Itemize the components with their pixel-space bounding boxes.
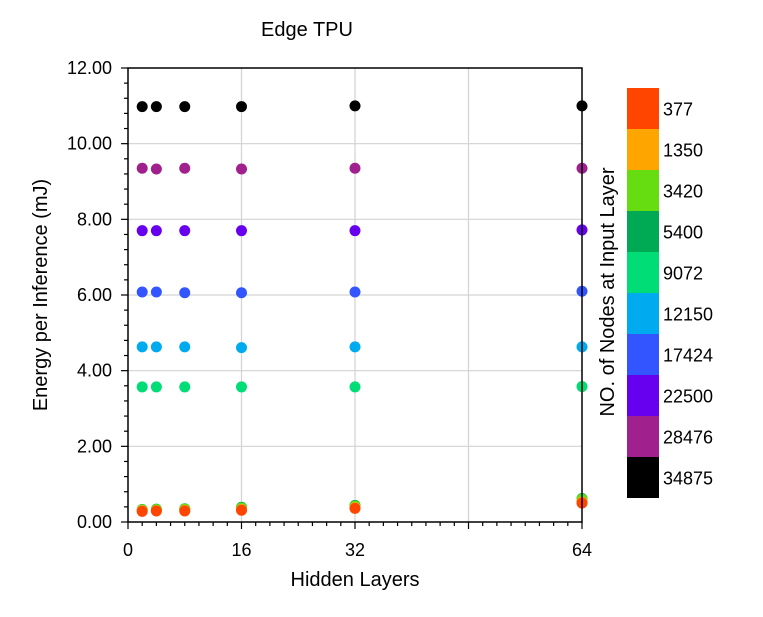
data-point-17424 — [150, 286, 162, 298]
x-tick-label: 64 — [572, 540, 592, 560]
data-point-34875 — [150, 101, 162, 113]
data-point-377 — [136, 505, 148, 517]
legend-label: 28476 — [663, 428, 713, 448]
y-tick-label: 12.00 — [67, 58, 112, 78]
y-tick-labels: 0.00 2.00 4.00 6.00 8.00 10.00 12.00 — [67, 58, 112, 532]
data-point-17424 — [349, 286, 361, 298]
data-point-28476 — [179, 162, 191, 174]
y-tick-label: 8.00 — [77, 209, 112, 229]
data-point-34875 — [236, 101, 247, 113]
data-point-377 — [150, 505, 162, 517]
data-point-377 — [349, 502, 361, 514]
legend-swatch-5400 — [627, 211, 659, 252]
legend-swatch-1350 — [627, 129, 659, 170]
colorbar-legend: 377 1350 3420 5400 9072 12150 17424 22500 28476 3… — [627, 88, 713, 498]
legend-swatch-17424 — [627, 334, 659, 375]
data-point-17424 — [136, 286, 148, 298]
x-tick-label: 32 — [345, 540, 365, 560]
data-point-12150 — [136, 341, 148, 353]
legend-swatch-9072 — [627, 252, 659, 293]
data-point-28476 — [136, 162, 148, 174]
legend-label: 34875 — [663, 469, 713, 489]
legend-label: 5400 — [663, 223, 703, 243]
x-tick-label: 0 — [123, 540, 133, 560]
data-point-28476 — [150, 163, 162, 175]
legend-label: 17424 — [663, 346, 713, 366]
data-point-28476 — [349, 162, 361, 174]
legend-label: 22500 — [663, 387, 713, 407]
chart-title: Edge TPU — [261, 19, 353, 41]
legend-label: 3420 — [663, 182, 703, 202]
data-point-22500 — [179, 225, 191, 237]
data-point-12150 — [179, 341, 191, 353]
data-point-34875 — [136, 101, 148, 113]
legend-swatch-377 — [627, 88, 659, 129]
x-tick-label: 16 — [231, 540, 251, 560]
legend-label: 1350 — [663, 141, 703, 161]
y-tick-label: 2.00 — [77, 436, 112, 456]
data-point-12150 — [150, 341, 162, 353]
data-points — [136, 100, 588, 517]
data-point-9072 — [136, 381, 148, 393]
data-point-377 — [179, 505, 191, 517]
data-point-22500 — [236, 225, 247, 237]
data-point-9072 — [179, 381, 191, 393]
legend-label: 377 — [663, 100, 693, 120]
data-point-12150 — [349, 341, 361, 353]
data-point-22500 — [150, 225, 162, 237]
data-point-9072 — [349, 381, 361, 393]
y-tick-label: 0.00 — [77, 512, 112, 532]
y-tick-label: 4.00 — [77, 361, 112, 381]
legend-swatch-12150 — [627, 293, 659, 334]
legend-label: 9072 — [663, 264, 703, 284]
legend-swatch-34875 — [627, 457, 659, 498]
data-point-34875 — [179, 101, 191, 113]
data-point-377 — [236, 504, 247, 516]
data-point-9072 — [236, 381, 247, 393]
y-tick-label: 10.00 — [67, 134, 112, 154]
legend-label: 12150 — [663, 305, 713, 325]
legend-title: NO. of Nodes at Input Layer — [597, 167, 619, 416]
data-point-17424 — [236, 287, 247, 299]
data-point-22500 — [136, 225, 148, 237]
legend-swatch-22500 — [627, 375, 659, 416]
data-point-12150 — [236, 342, 247, 354]
legend-swatch-3420 — [627, 170, 659, 211]
y-tick-label: 6.00 — [77, 285, 112, 305]
data-point-17424 — [179, 287, 191, 299]
data-point-34875 — [349, 100, 361, 112]
axis-ticks — [121, 67, 583, 529]
legend-swatch-28476 — [627, 416, 659, 457]
data-point-28476 — [236, 163, 247, 175]
x-axis-label: Hidden Layers — [291, 569, 420, 591]
data-point-9072 — [150, 381, 162, 393]
y-axis-label: Energy per Inference (mJ) — [30, 179, 52, 411]
x-tick-labels: 0 16 32 64 — [123, 540, 592, 560]
data-point-22500 — [349, 225, 361, 237]
